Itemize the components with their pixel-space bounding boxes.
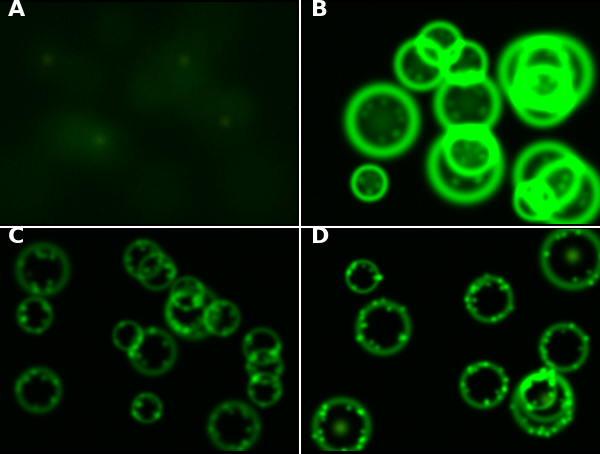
Text: D: D bbox=[311, 227, 329, 247]
Text: A: A bbox=[8, 0, 25, 20]
Text: B: B bbox=[311, 0, 328, 20]
Text: C: C bbox=[8, 227, 24, 247]
